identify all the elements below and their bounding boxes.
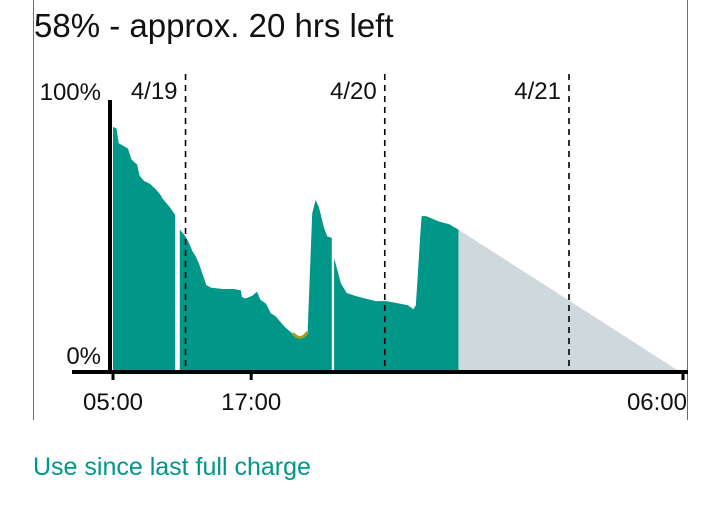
battery-area-layer	[113, 127, 678, 370]
tick-label-layer: 4/19 4/20 4/21 100% 0% 05:00 17:00 06:00	[40, 78, 687, 416]
x-tick-label: 17:00	[221, 389, 281, 416]
left-edge-marker	[33, 0, 34, 420]
use-since-full-charge-link[interactable]: Use since last full charge	[33, 453, 311, 481]
day-marker-label: 4/20	[330, 78, 377, 105]
x-tick-label: 05:00	[83, 389, 143, 416]
x-tick-label: 06:00	[627, 389, 687, 416]
y-tick-label-max: 100%	[40, 79, 101, 106]
battery-chart: 4/19 4/20 4/21 100% 0% 05:00 17:00 06:00	[40, 74, 688, 416]
projected-usage-area	[458, 229, 678, 370]
battery-summary: 58% - approx. 20 hrs left	[34, 7, 394, 44]
battery-usage-area-1	[113, 127, 176, 370]
battery-usage-area-3	[334, 216, 459, 370]
day-marker-layer	[184, 74, 570, 370]
battery-usage-area-2	[179, 199, 332, 370]
y-tick-label-min: 0%	[66, 343, 101, 370]
day-marker-label: 4/19	[131, 78, 178, 105]
day-marker-label: 4/21	[514, 78, 561, 105]
low-battery-segment	[291, 331, 309, 340]
axis-layer	[72, 100, 688, 380]
right-edge-marker	[687, 0, 688, 420]
